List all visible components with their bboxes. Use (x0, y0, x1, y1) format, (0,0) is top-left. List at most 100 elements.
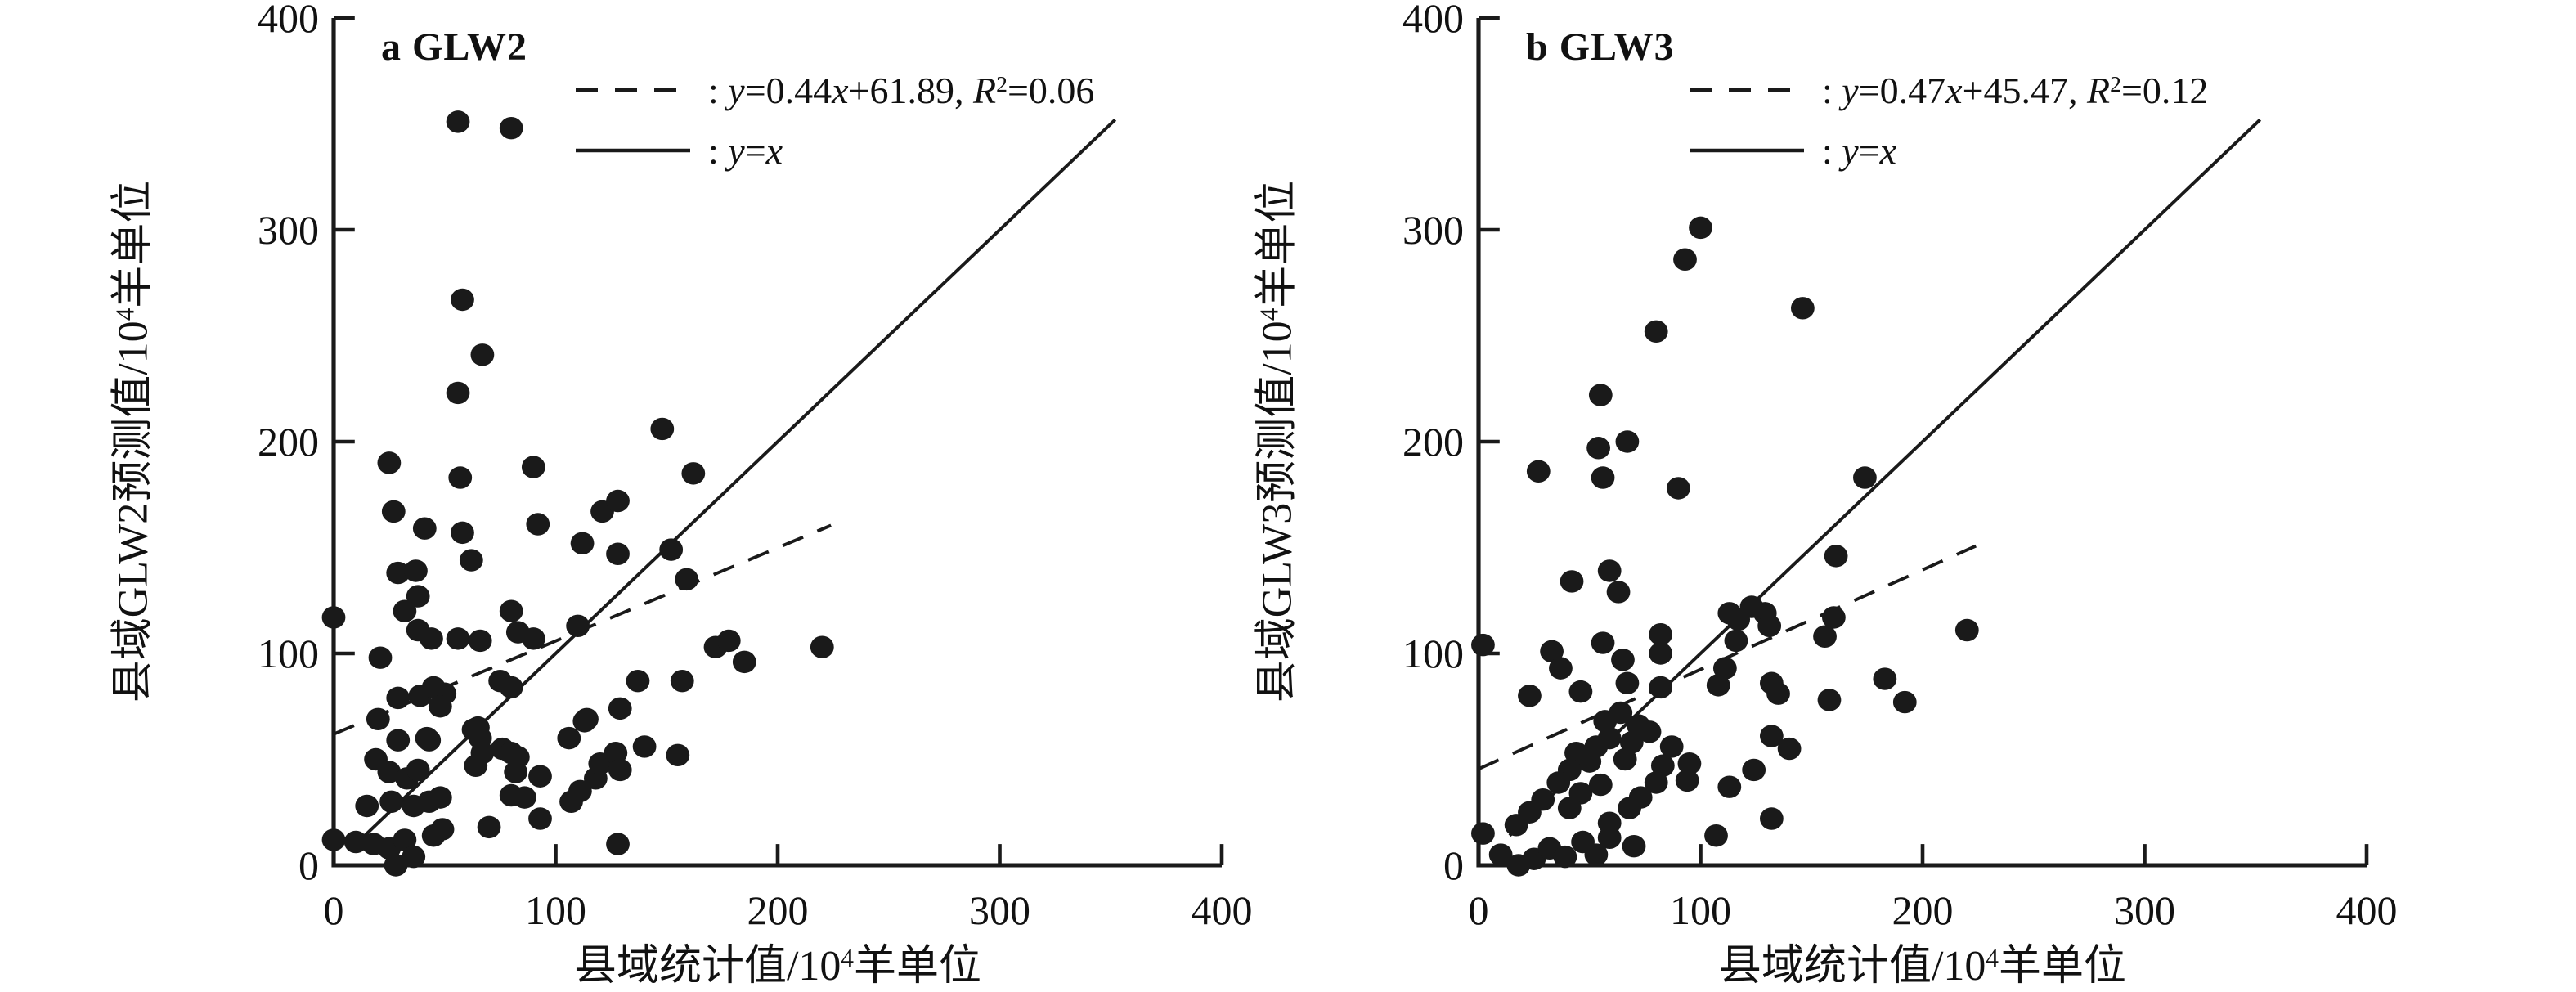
data-point (402, 845, 426, 869)
data-point (428, 695, 452, 718)
x-axis-label-b-suffix: 羊单位 (1999, 943, 2127, 990)
data-point (343, 830, 368, 854)
scatter-plot-glw2 (321, 16, 1224, 877)
data-point (477, 815, 501, 839)
data-point (1677, 752, 1702, 775)
data-point (1597, 559, 1622, 582)
y-axis-label-glw3: 县域GLW3预测值/104羊单位 (1242, 181, 1304, 703)
panel-glw3: b GLW3 : y=0.47x+45.47, R2=0.12: y=x 0 10… (1402, 0, 2398, 933)
panel-label-a: a GLW2 (381, 25, 527, 70)
data-point (1706, 674, 1730, 697)
y-axis-label-glw3-sup: 4 (1254, 307, 1284, 321)
data-point (1817, 689, 1842, 711)
data-point (1546, 771, 1571, 794)
legend-text: : y=x (1822, 129, 1897, 172)
data-point (650, 417, 675, 441)
data-point (415, 726, 439, 750)
y-tick-label: 0 (298, 842, 319, 888)
x-axis-label-a-sup: 4 (841, 944, 855, 973)
data-point (566, 614, 590, 638)
data-point (1717, 775, 1742, 798)
data-point (604, 742, 628, 765)
data-point (1549, 657, 1573, 680)
data-point (1673, 248, 1697, 271)
x-tick-label: 0 (323, 887, 344, 933)
data-point (451, 288, 474, 312)
x-tick-label: 200 (1892, 887, 1954, 933)
data-point (451, 521, 474, 545)
data-point (406, 758, 430, 782)
data-point (1597, 811, 1622, 834)
data-point (377, 761, 402, 783)
data-point (626, 669, 650, 693)
data-point (499, 676, 523, 699)
legend-solid-line-sample (1690, 148, 1804, 153)
data-point (513, 786, 536, 809)
data-point (1757, 614, 1782, 638)
data-point (1822, 606, 1846, 629)
panel-label-a-text: a GLW2 (381, 25, 527, 69)
data-point (448, 466, 473, 489)
y-tick-label: 0 (1443, 842, 1464, 888)
data-point (468, 629, 492, 653)
data-point (368, 646, 393, 669)
data-point (412, 517, 437, 540)
data-point (557, 726, 581, 750)
y-axis-label-glw3-suffix: 羊单位 (1254, 180, 1301, 308)
data-point (1526, 460, 1551, 483)
data-point (406, 585, 430, 608)
identity-line (363, 118, 1117, 837)
data-point (528, 765, 552, 788)
data-point (675, 568, 699, 591)
data-point (504, 761, 528, 783)
data-point (1553, 845, 1577, 869)
data-point (1644, 771, 1668, 794)
data-point (810, 635, 834, 658)
data-point (377, 451, 402, 474)
data-point (384, 854, 408, 877)
data-point (670, 669, 694, 693)
data-point (420, 627, 443, 650)
data-point (1593, 710, 1618, 733)
data-point (526, 513, 550, 536)
data-point (386, 686, 411, 710)
data-point (568, 779, 592, 803)
data-point (570, 532, 595, 555)
data-point (1704, 824, 1728, 847)
data-point (1824, 545, 1848, 568)
x-tick-label: 300 (969, 887, 1030, 933)
data-point (1628, 786, 1653, 809)
y-axis-label-glw2-sup: 4 (110, 307, 140, 321)
data-point (499, 116, 523, 140)
y-axis-label-glw3-prefix: 县域GLW3预测值/10 (1254, 321, 1301, 703)
data-point (1613, 747, 1637, 771)
data-point (1568, 680, 1593, 703)
data-point (1777, 737, 1802, 761)
data-point (1471, 822, 1495, 845)
x-tick-label: 100 (1670, 887, 1731, 933)
data-point (1471, 633, 1495, 657)
legend-entry-solid: : y=x (1690, 128, 1896, 173)
x-axis-label-b: 县域统计值/104羊单位 (1719, 931, 2126, 992)
data-point (1611, 649, 1635, 671)
data-point (366, 707, 390, 731)
data-point (1712, 657, 1737, 680)
data-point (321, 606, 346, 629)
data-point (393, 828, 417, 851)
data-point (1649, 676, 1673, 699)
x-axis-label-a-prefix: 县域统计值/10 (573, 943, 841, 990)
data-point (1766, 682, 1790, 705)
data-point (528, 807, 552, 830)
data-point (499, 742, 523, 765)
data-point (606, 489, 630, 513)
y-tick-label: 400 (1402, 0, 1464, 41)
data-point (732, 650, 756, 674)
x-tick-label: 0 (1468, 887, 1489, 933)
y-tick-label: 400 (258, 0, 319, 41)
data-point (1591, 631, 1615, 654)
data-point (572, 710, 597, 733)
data-point (1606, 581, 1631, 604)
data-point (1540, 640, 1564, 663)
data-point (1724, 629, 1748, 653)
data-point (393, 599, 417, 622)
